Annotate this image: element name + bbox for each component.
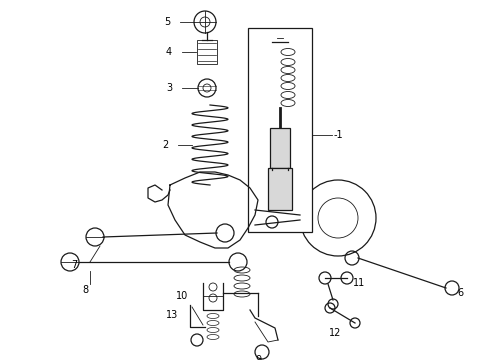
- Text: 2: 2: [162, 140, 168, 150]
- Text: 3: 3: [166, 83, 172, 93]
- Bar: [268, 168, 292, 210]
- Text: 7: 7: [71, 260, 77, 270]
- Text: 4: 4: [166, 47, 172, 57]
- Text: 13: 13: [166, 310, 178, 320]
- Text: 9: 9: [255, 355, 261, 360]
- Bar: [248, 28, 312, 232]
- Text: -1: -1: [334, 130, 343, 140]
- Text: 10: 10: [176, 291, 188, 301]
- Text: 5: 5: [164, 17, 170, 27]
- Text: 6: 6: [457, 288, 463, 298]
- Text: 11: 11: [353, 278, 365, 288]
- Bar: [197, 40, 217, 64]
- Bar: [270, 128, 290, 168]
- Text: 8: 8: [82, 285, 88, 295]
- Text: 12: 12: [329, 328, 341, 338]
